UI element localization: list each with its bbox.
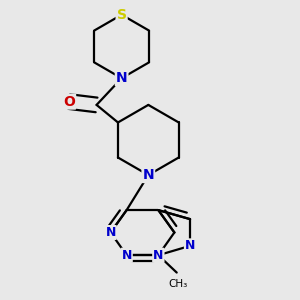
Text: O: O: [63, 94, 75, 109]
Text: S: S: [117, 8, 127, 22]
Text: N: N: [185, 239, 195, 252]
Text: N: N: [116, 71, 127, 85]
Text: N: N: [105, 226, 116, 239]
Text: N: N: [153, 249, 164, 262]
Text: N: N: [142, 168, 154, 182]
Text: N: N: [122, 249, 132, 262]
Text: CH₃: CH₃: [169, 279, 188, 289]
